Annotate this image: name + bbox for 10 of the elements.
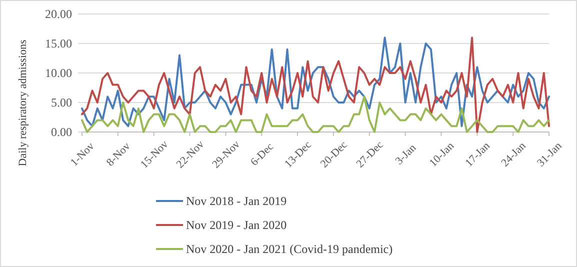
legend-label: Nov 2019 - Jan 2020: [186, 218, 287, 232]
y-tick-label: 10.00: [45, 66, 72, 80]
y-tick-label: 20.00: [45, 7, 72, 22]
y-axis-title: Daily respiratory admissions: [17, 40, 29, 166]
line-series: [81, 96, 550, 133]
y-tick-label: 5.00: [51, 96, 72, 110]
legend-label: Nov 2018 - Jan 2019: [186, 194, 287, 208]
y-tick-label: 0.00: [51, 125, 72, 140]
legend-label: Nov 2020 - Jan 2021 (Covid-19 pandemic): [186, 242, 393, 256]
y-tick-label: 15.00: [45, 36, 72, 51]
